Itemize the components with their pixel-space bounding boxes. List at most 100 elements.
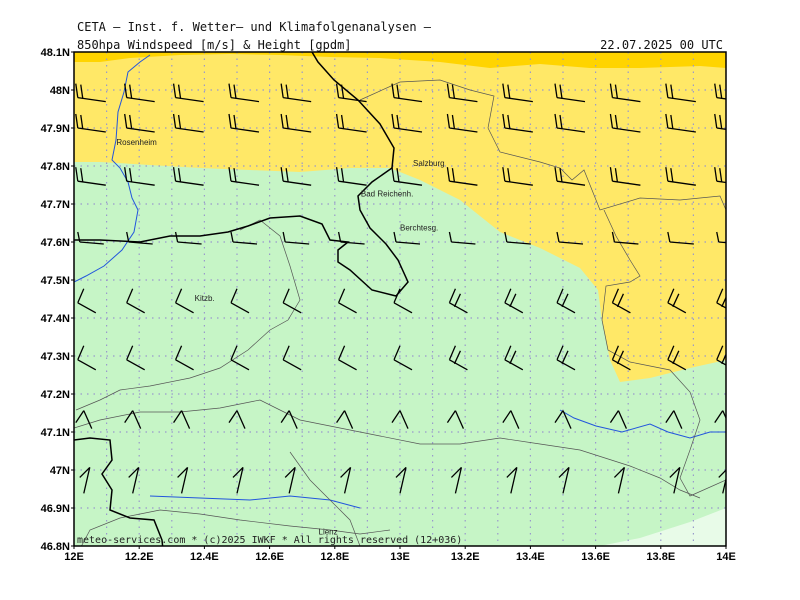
- wind-barb: [714, 410, 726, 423]
- lat-tick-label: 47N: [50, 465, 70, 477]
- city-labels: Rosenheim Salzburg Bad Reichenh. Berchtesg.…: [116, 138, 444, 536]
- wind-barbs: [75, 83, 726, 494]
- wind-barb: [448, 231, 476, 245]
- wind-barb: [502, 113, 533, 133]
- wind-barb: [558, 466, 570, 494]
- wind-barb: [611, 345, 631, 371]
- wind-barb: [77, 288, 97, 314]
- lon-tick-label: 12.4E: [190, 551, 219, 563]
- wind-barb: [609, 167, 641, 186]
- wind-barb: [667, 231, 694, 245]
- wind-barb: [228, 113, 260, 133]
- wind-barb: [337, 288, 357, 314]
- wind-barb: [75, 113, 106, 133]
- wind-barb: [340, 466, 352, 494]
- city-label: Bad Reichenh.: [361, 189, 413, 198]
- wind-barb: [714, 83, 726, 100]
- lon-tick-label: 14E: [716, 551, 736, 563]
- wind-barb: [502, 410, 520, 429]
- wind-barb: [504, 231, 531, 245]
- longitude-axis: 12E 12.2E 12.4E 12.6E 12.8E 13E 13.2E 13.4E 13.6…: [64, 546, 736, 563]
- wind-barb: [280, 167, 312, 186]
- wind-barb: [228, 83, 260, 103]
- wind-barb: [230, 345, 250, 371]
- copyright-credit: meteo-services.com * (c)2025 IWKF * All …: [77, 535, 462, 546]
- lat-tick-label: 48N: [50, 85, 70, 97]
- wind-barb: [228, 167, 260, 186]
- inn-river: [74, 54, 151, 283]
- city-label: Salzburg: [413, 159, 445, 168]
- map-subtitle: 850hpa Windspeed [m/s] & Height [gpdm]: [77, 38, 352, 52]
- lat-tick-label: 47.7N: [41, 199, 70, 211]
- wind-barb: [177, 466, 189, 494]
- city-label: Lienz: [319, 528, 338, 537]
- wind-barb: [230, 288, 250, 314]
- wind-barb: [714, 113, 726, 130]
- wind-barb: [335, 83, 367, 103]
- wind-barb: [446, 113, 478, 133]
- wind-barb: [556, 231, 584, 245]
- wind-barb: [504, 345, 524, 371]
- wind-barb: [395, 466, 407, 494]
- national-borders: [74, 52, 409, 546]
- wind-barb: [609, 83, 641, 103]
- wind-barb: [502, 83, 533, 103]
- wind-barb: [554, 113, 586, 133]
- wind-barb: [609, 113, 641, 133]
- wind-barb: [174, 345, 194, 371]
- city-label: Rosenheim: [116, 138, 157, 147]
- wind-barb: [124, 167, 155, 186]
- lon-tick-label: 13E: [390, 551, 410, 563]
- wind-barb: [75, 167, 106, 186]
- wind-barb: [665, 410, 683, 429]
- wind-band-dark-yellow: [74, 52, 726, 68]
- wind-barb: [124, 410, 142, 429]
- wind-barb: [282, 345, 302, 371]
- admin-line-1: [359, 79, 726, 211]
- wind-barb: [556, 288, 576, 314]
- wind-barb: [75, 410, 93, 429]
- lon-tick-label: 12.2E: [125, 551, 154, 563]
- admin-line-6: [81, 509, 391, 546]
- wind-barb: [506, 466, 518, 494]
- lat-tick-label: 47.6N: [41, 237, 70, 249]
- wind-barb: [554, 167, 586, 186]
- wind-barb: [609, 410, 628, 429]
- wind-barb: [613, 466, 626, 494]
- lon-tick-label: 13.2E: [451, 551, 480, 563]
- wind-barb: [174, 288, 194, 314]
- wind-barb: [282, 288, 302, 314]
- lat-tick-label: 47.2N: [41, 389, 70, 401]
- wind-barb: [665, 113, 696, 133]
- admin-line-4: [289, 451, 361, 546]
- wind-barb: [280, 410, 298, 429]
- wind-barb: [126, 288, 145, 314]
- wind-barb: [77, 345, 97, 371]
- wind-barb: [393, 345, 413, 371]
- rivers: [74, 54, 726, 509]
- wind-barb: [556, 345, 576, 371]
- wind-barb: [335, 113, 367, 133]
- wind-barb: [716, 231, 726, 244]
- border-de-at: [74, 52, 409, 297]
- map-date: 22.07.2025 00 UTC: [600, 38, 723, 52]
- wind-barb: [174, 231, 202, 245]
- wind-barb: [124, 113, 155, 133]
- admin-line-5: [75, 219, 301, 411]
- wind-barb: [611, 231, 639, 245]
- border-at-it: [74, 437, 164, 546]
- lon-tick-label: 13.6E: [581, 551, 610, 563]
- wind-barb: [393, 288, 413, 314]
- wind-barb: [611, 288, 631, 314]
- wind-barb: [665, 83, 696, 103]
- lon-tick-label: 13.4E: [516, 551, 545, 563]
- lat-tick-label: 47.9N: [41, 123, 70, 135]
- lat-tick-label: 47.3N: [41, 351, 70, 363]
- wind-barb: [335, 167, 367, 186]
- wind-barb: [504, 288, 524, 314]
- lat-tick-label: 47.4N: [41, 313, 70, 325]
- latitude-axis: 48.1N 48N 47.9N 47.8N 47.7N 47.6N 47.5N 47.4N 47…: [41, 47, 74, 553]
- drau-river: [149, 495, 361, 509]
- wind-band-pale-green: [600, 508, 726, 546]
